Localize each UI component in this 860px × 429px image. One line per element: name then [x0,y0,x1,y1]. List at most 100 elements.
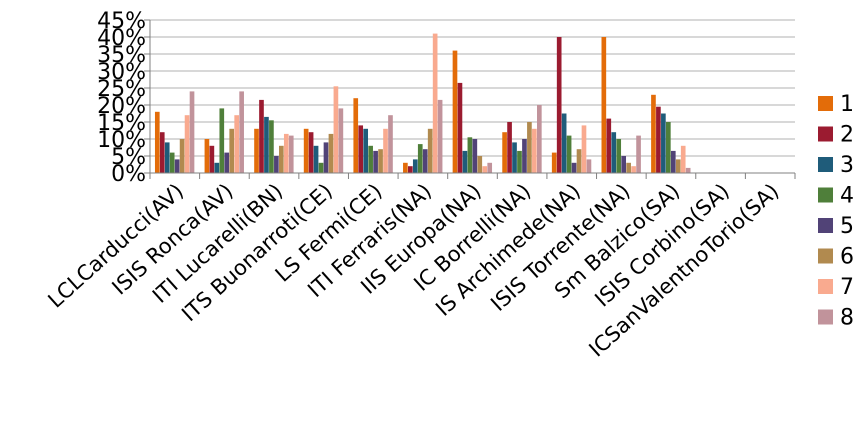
legend-swatch-6 [818,248,833,264]
bar-series-8 [338,108,344,173]
bar-series-7 [234,115,240,173]
bar-series-4 [517,150,522,173]
legend-label-6: 6 [840,245,854,270]
bar-series-4 [269,120,274,173]
y-tick-label: 20% [97,94,146,119]
bar-series-6 [626,162,631,173]
bar-series-1 [651,94,656,173]
legend-swatch-7 [818,279,833,294]
bar-series-1 [403,162,408,173]
legend-label-8: 8 [840,306,854,331]
bar-series-5 [224,152,230,173]
bar-series-8 [388,115,393,173]
bar-series-5 [472,139,478,173]
legend-swatch-5 [818,218,833,233]
bar-series-1 [502,132,507,173]
y-tick-label: 5% [111,145,146,170]
bar-series-7 [631,166,636,173]
bar-series-6 [527,122,532,173]
y-tick-label: 40% [97,26,146,51]
bar-series-3 [214,162,220,173]
bar-series-4 [467,137,473,173]
bar-series-3 [264,116,269,173]
bar-series-6 [477,156,483,173]
x-axis-category-labels: LCLCarducci(AV)ISIS Ronca(AV)ITI Lucarel… [43,179,783,362]
bar-series-1 [452,50,458,173]
legend-swatch-8 [818,309,833,325]
bar-series-4 [566,135,572,173]
bars [154,33,691,173]
bar-series-6 [378,149,383,173]
bar-series-3 [363,128,369,173]
legend-label-2: 2 [840,123,854,148]
bar-series-1 [601,37,607,173]
legend-swatch-2 [818,126,833,142]
y-tick-label: 25% [97,77,146,102]
y-tick-label: 30% [97,60,146,85]
y-axis-tick-labels: 0%5%10%15%20%25%30%35%40%45% [97,9,146,187]
bar-series-2 [358,125,364,173]
bar-series-5 [323,142,329,173]
bar-series-6 [576,149,582,173]
bar-series-1 [551,152,557,173]
bar-series-3 [611,132,617,173]
legend-label-7: 7 [840,275,854,300]
bar-series-2 [159,132,165,173]
bar-series-8 [636,135,641,173]
bar-series-1 [154,111,160,173]
bar-series-5 [422,149,428,173]
bar-series-5 [621,156,627,173]
y-tick-label: 0% [111,162,146,187]
bar-series-2 [308,132,314,173]
bar-series-3 [412,159,418,173]
bar-series-7 [432,33,438,173]
bar-series-4 [368,145,373,173]
bar-series-6 [279,145,284,173]
bar-series-7 [581,125,587,173]
bar-series-3 [164,142,170,173]
bar-series-5 [174,159,180,173]
bar-series-7 [680,145,686,173]
bar-series-3 [462,150,468,173]
bar-series-1 [353,98,359,173]
bar-series-2 [209,145,215,173]
bar-series-8 [685,167,691,173]
bar-series-6 [229,128,235,173]
bar-series-4 [417,144,423,173]
legend-label-3: 3 [840,153,854,178]
bar-series-5 [670,150,676,173]
bar-series-7 [532,128,537,173]
y-tick-label: 45% [97,9,146,34]
legend-swatch-1 [818,96,833,111]
bar-series-3 [313,145,319,173]
bar-series-3 [512,142,517,173]
y-tick-label: 35% [97,43,146,68]
bar-series-8 [537,105,542,173]
legend: 1 2 3 4 5 6 7 8 [818,92,854,331]
bar-series-1 [204,139,210,173]
bar-series-5 [571,162,577,173]
bar-series-5 [274,156,279,173]
bar-series-8 [487,162,493,173]
bar-series-1 [254,128,259,173]
legend-label-4: 4 [840,184,854,209]
bar-series-7 [482,166,488,173]
bar-series-4 [666,122,671,173]
bar-series-7 [184,115,190,173]
bar-series-1 [303,128,309,173]
y-tick-label: 15% [97,111,146,136]
bar-series-7 [333,86,339,173]
bar-series-3 [661,113,666,173]
axes [149,20,796,179]
legend-label-5: 5 [840,214,854,239]
bar-series-4 [219,108,225,173]
bar-series-4 [318,162,324,173]
bar-series-6 [328,133,334,173]
bar-series-2 [408,166,413,173]
bar-series-2 [656,106,661,173]
bar-series-8 [189,91,195,173]
bar-series-3 [561,113,567,173]
bar-series-8 [239,91,244,173]
bar-series-7 [283,133,289,173]
